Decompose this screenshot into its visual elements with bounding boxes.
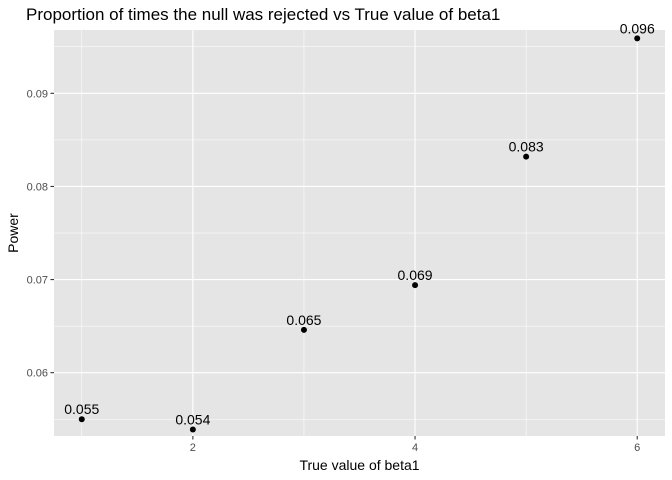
- data-point: [634, 35, 641, 42]
- y-tick-label: 0.08: [27, 181, 48, 193]
- x-axis-title: True value of beta1: [299, 457, 419, 473]
- data-label: 0.054: [175, 411, 210, 427]
- y-axis-ticks: 0.06 0.07 0.08 0.09: [27, 88, 54, 380]
- data-label: 0.083: [509, 139, 544, 155]
- x-tick-label: 2: [190, 442, 196, 454]
- data-label: 0.096: [620, 20, 655, 36]
- data-points: [78, 35, 641, 433]
- data-point: [78, 416, 85, 423]
- data-label: 0.069: [398, 267, 433, 283]
- data-point: [523, 153, 530, 160]
- x-axis-ticks: 2 4 6: [190, 436, 640, 454]
- y-tick-label: 0.06: [27, 368, 48, 380]
- chart-title: Proportion of times the null was rejecte…: [26, 5, 500, 24]
- data-point: [300, 326, 307, 333]
- y-tick-label: 0.07: [27, 275, 48, 287]
- grid-lines: [54, 30, 665, 436]
- data-label: 0.065: [286, 312, 321, 328]
- x-tick-label: 6: [634, 442, 640, 454]
- data-point: [189, 426, 196, 433]
- y-tick-label: 0.09: [27, 88, 48, 100]
- data-point: [412, 282, 419, 289]
- x-tick-label: 4: [412, 442, 418, 454]
- data-labels: 0.055 0.054 0.065 0.069 0.083 0.096: [64, 20, 655, 427]
- y-axis-title: Power: [5, 213, 21, 253]
- data-label: 0.055: [64, 401, 99, 417]
